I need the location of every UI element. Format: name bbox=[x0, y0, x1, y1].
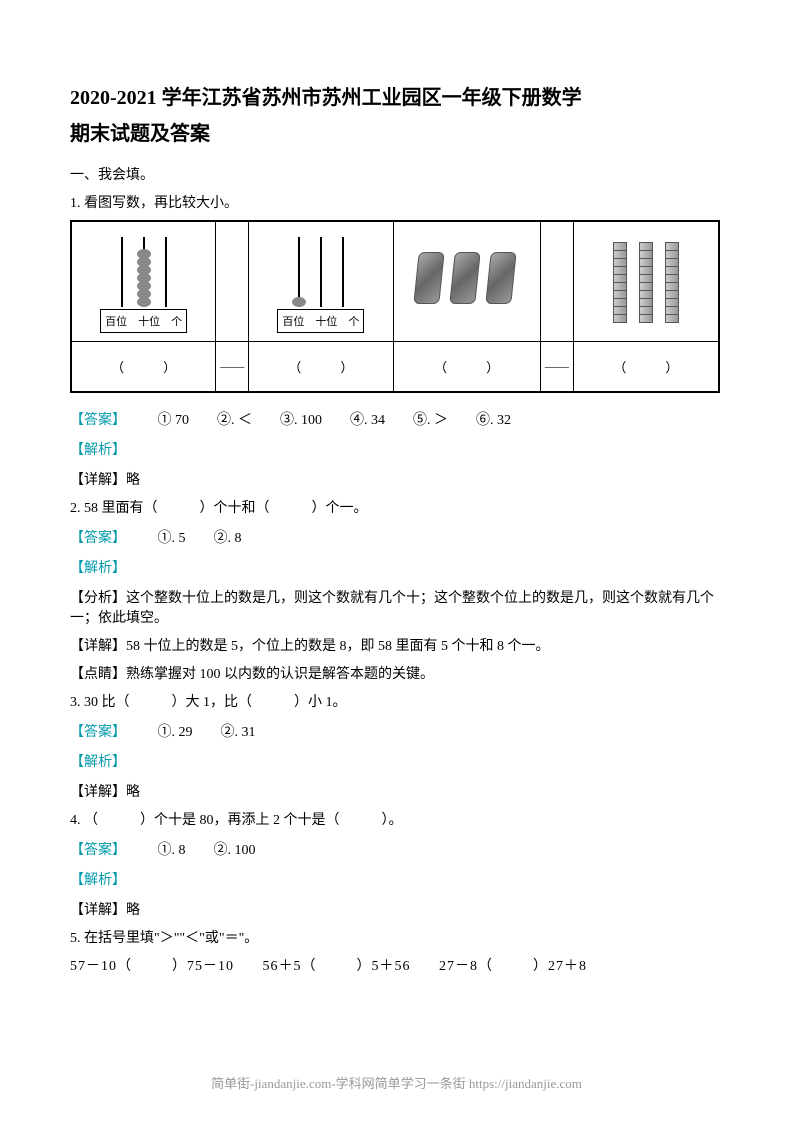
blocks-cell bbox=[573, 222, 718, 342]
key-label: 【点睛】 bbox=[70, 667, 126, 682]
analysis-full-label: 【分析】 bbox=[70, 591, 126, 606]
bundle-cell bbox=[393, 222, 540, 342]
expr: ）27＋8 bbox=[533, 959, 587, 974]
answer-label: 【答案】 bbox=[70, 531, 126, 546]
spacer-cell bbox=[540, 222, 573, 342]
q1-answer: ① 70 ②. ＜ ③. 100 ④. 34 ⑤. ＞ ⑥. 32 bbox=[130, 413, 512, 428]
detail-label: 【详解】 bbox=[70, 473, 126, 488]
bracket-cell: （ ） bbox=[249, 342, 393, 392]
page-footer: 简单街-jiandanjie.com-学科网简单学习一条街 https://ji… bbox=[0, 1073, 793, 1092]
comparison-table: 百位 十位 个 百位 十位 个 bbox=[70, 220, 720, 393]
answer-label: 【答案】 bbox=[70, 843, 126, 858]
table: 百位 十位 个 百位 十位 个 bbox=[71, 221, 719, 392]
detail-label: 【详解】 bbox=[70, 903, 126, 918]
abacus-base-label: 百位 十位 个 bbox=[277, 309, 364, 333]
analysis-label: 【解析】 bbox=[70, 561, 126, 576]
q2-detail: 58 十位上的数是 5，个位上的数是 8，即 58 里面有 5 个十和 8 个一… bbox=[126, 639, 550, 654]
question-3: 3. 30 比（ ）大 1，比（ ）小 1。 bbox=[70, 691, 723, 711]
expr: 57－10（ bbox=[70, 959, 132, 974]
dash-cell: —— bbox=[216, 342, 249, 392]
q4-answer-line: 【答案】 ①. 8 ②. 100 bbox=[70, 839, 723, 859]
q3-answer-line: 【答案】 ①. 29 ②. 31 bbox=[70, 721, 723, 741]
analysis-label-line: 【解析】 bbox=[70, 557, 723, 577]
q2-key: 熟练掌握对 100 以内数的认识是解答本题的关键。 bbox=[126, 667, 434, 682]
analysis-label: 【解析】 bbox=[70, 443, 126, 458]
question-4: 4. （ ）个十是 80，再添上 2 个十是（ ）。 bbox=[70, 809, 723, 829]
detail-label: 【详解】 bbox=[70, 785, 126, 800]
question-1: 1. 看图写数，再比较大小。 bbox=[70, 192, 723, 212]
q1-answer-line: 【答案】 ① 70 ②. ＜ ③. 100 ④. 34 ⑤. ＞ ⑥. 32 bbox=[70, 409, 723, 429]
analysis-label-line: 【解析】 bbox=[70, 869, 723, 889]
analysis-label-line: 【解析】 bbox=[70, 751, 723, 771]
expr: 56＋5（ bbox=[263, 959, 317, 974]
q2-analysis: 这个整数十位上的数是几，则这个数就有几个十；这个整数个位上的数是几，则这个数就有… bbox=[70, 591, 714, 626]
q2-answer-line: 【答案】 ①. 5 ②. 8 bbox=[70, 527, 723, 547]
answer-label: 【答案】 bbox=[70, 725, 126, 740]
abacus-cell-2: 百位 十位 个 bbox=[249, 222, 393, 342]
detail-text: 略 bbox=[126, 785, 140, 800]
bracket-cell: （ ） bbox=[72, 342, 216, 392]
dash-cell: —— bbox=[540, 342, 573, 392]
q1-detail: 【详解】略 bbox=[70, 469, 723, 489]
spacer-cell bbox=[216, 222, 249, 342]
detail-label: 【详解】 bbox=[70, 639, 126, 654]
section-header: 一、我会填。 bbox=[70, 164, 723, 184]
analysis-label: 【解析】 bbox=[70, 755, 126, 770]
title-line1: 2020-2021 学年江苏省苏州市苏州工业园区一年级下册数学 bbox=[70, 80, 723, 116]
q3-answer: ①. 29 ②. 31 bbox=[130, 725, 256, 740]
detail-text: 略 bbox=[126, 903, 140, 918]
bracket-cell: （ ） bbox=[393, 342, 540, 392]
question-5: 5. 在括号里填"＞""＜"或"＝"。 bbox=[70, 927, 723, 947]
analysis-label-line: 【解析】 bbox=[70, 439, 723, 459]
q5-math-row: 57－10（ ）75－10 56＋5（ ）5＋56 27－8（ ）27＋8 bbox=[70, 955, 723, 975]
detail-text: 略 bbox=[126, 473, 140, 488]
document-title: 2020-2021 学年江苏省苏州市苏州工业园区一年级下册数学 期末试题及答案 bbox=[70, 80, 723, 152]
q4-detail: 【详解】略 bbox=[70, 899, 723, 919]
q3-detail: 【详解】略 bbox=[70, 781, 723, 801]
q2-answer: ①. 5 ②. 8 bbox=[130, 531, 242, 546]
q2-analysis-line: 【分析】这个整数十位上的数是几，则这个数就有几个十；这个整数个位上的数是几，则这… bbox=[70, 587, 723, 627]
title-line2: 期末试题及答案 bbox=[70, 116, 723, 152]
expr: ）75－10 bbox=[172, 959, 234, 974]
q2-detail-line: 【详解】58 十位上的数是 5，个位上的数是 8，即 58 里面有 5 个十和 … bbox=[70, 635, 723, 655]
table-answer-row: （ ） —— （ ） （ ） —— （ ） bbox=[72, 342, 719, 392]
bracket-cell: （ ） bbox=[573, 342, 718, 392]
expr: ）5＋56 bbox=[357, 959, 411, 974]
abacus-cell-1: 百位 十位 个 bbox=[72, 222, 216, 342]
question-2: 2. 58 里面有（ ）个十和（ ）个一。 bbox=[70, 497, 723, 517]
table-image-row: 百位 十位 个 百位 十位 个 bbox=[72, 222, 719, 342]
q4-answer: ①. 8 ②. 100 bbox=[130, 843, 256, 858]
q2-key-line: 【点睛】熟练掌握对 100 以内数的认识是解答本题的关键。 bbox=[70, 663, 723, 683]
analysis-label: 【解析】 bbox=[70, 873, 126, 888]
answer-label: 【答案】 bbox=[70, 413, 126, 428]
abacus-base-label: 百位 十位 个 bbox=[100, 309, 187, 333]
expr: 27－8（ bbox=[439, 959, 493, 974]
